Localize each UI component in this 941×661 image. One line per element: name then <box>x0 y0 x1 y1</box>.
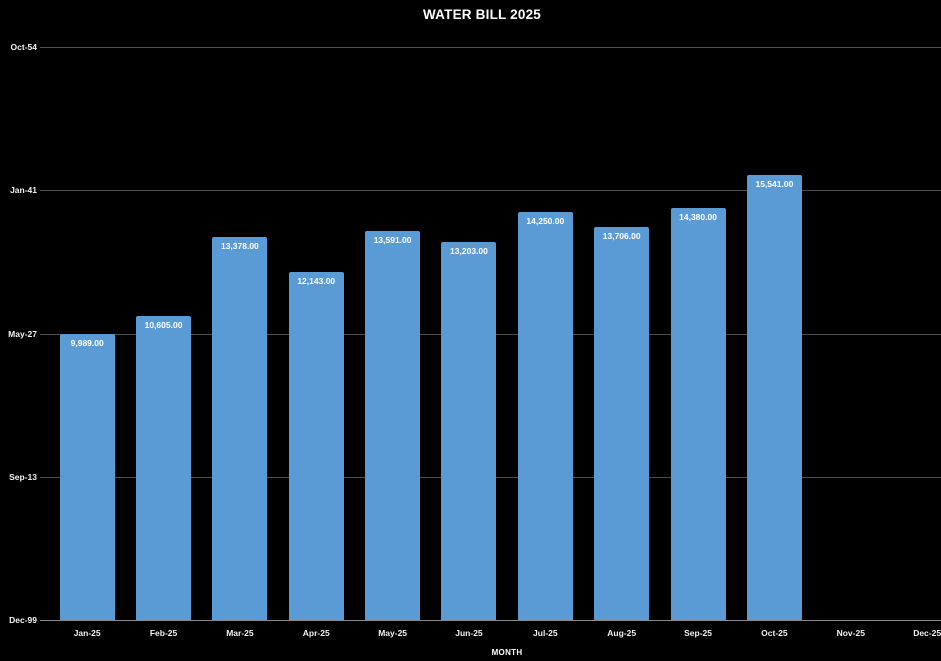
x-tick-label: Sep-25 <box>684 628 712 638</box>
bar[interactable]: 14,250.00 <box>517 211 573 620</box>
x-tick-label: Feb-25 <box>149 628 178 638</box>
bar-value-label: 13,203.00 <box>450 245 488 256</box>
x-tick-label: Mar-25 <box>226 628 254 638</box>
bar-value-label: 13,378.00 <box>220 240 259 251</box>
x-axis-title: MONTH <box>491 648 523 657</box>
bar[interactable]: 15,541.00 <box>746 174 802 620</box>
gridline <box>40 190 941 192</box>
bar-value-label: 14,380.00 <box>679 212 717 222</box>
x-tick-label: Jul-25 <box>533 628 558 638</box>
x-axis-line <box>40 620 941 621</box>
bar[interactable]: 13,591.00 <box>365 230 421 620</box>
x-tick-label: May-25 <box>378 628 408 638</box>
x-tick-label: Oct-25 <box>761 628 788 638</box>
bar[interactable]: 12,143.00 <box>288 272 344 620</box>
x-tick-label: Aug-25 <box>607 628 637 638</box>
x-tick-label: Jan-25 <box>73 628 101 638</box>
bar[interactable]: 9,989.00 <box>59 333 115 620</box>
bar-value-label: 13,706.00 <box>602 231 641 242</box>
bar-value-label: 9,989.00 <box>70 337 104 348</box>
bar[interactable]: 13,378.00 <box>212 236 268 620</box>
y-tick-label: Dec-99 <box>9 615 37 625</box>
bar-value-label: 13,591.00 <box>373 234 412 245</box>
chart-title: WATER BILL 2025 <box>422 7 542 22</box>
bar[interactable]: 14,380.00 <box>670 208 726 620</box>
bar-value-label: 12,143.00 <box>297 276 336 287</box>
bar[interactable]: 13,706.00 <box>594 227 650 620</box>
x-tick-label: Jun-25 <box>455 628 483 638</box>
y-tick-label: Jan-41 <box>10 185 37 196</box>
gridline <box>40 47 941 48</box>
bar-value-label: 15,541.00 <box>755 178 794 189</box>
x-tick-label: Dec-25 <box>913 628 941 638</box>
bar[interactable]: 10,605.00 <box>136 316 192 620</box>
bar-value-label: 10,605.00 <box>144 320 183 331</box>
y-tick-label: Oct-54 <box>10 42 37 52</box>
y-tick-label: May-27 <box>8 328 37 339</box>
x-tick-label: Nov-25 <box>836 628 865 638</box>
x-tick-label: Apr-25 <box>302 628 330 638</box>
bar[interactable]: 13,203.00 <box>441 241 497 620</box>
bar-value-label: 14,250.00 <box>526 215 565 226</box>
y-tick-label: Sep-13 <box>9 471 37 482</box>
